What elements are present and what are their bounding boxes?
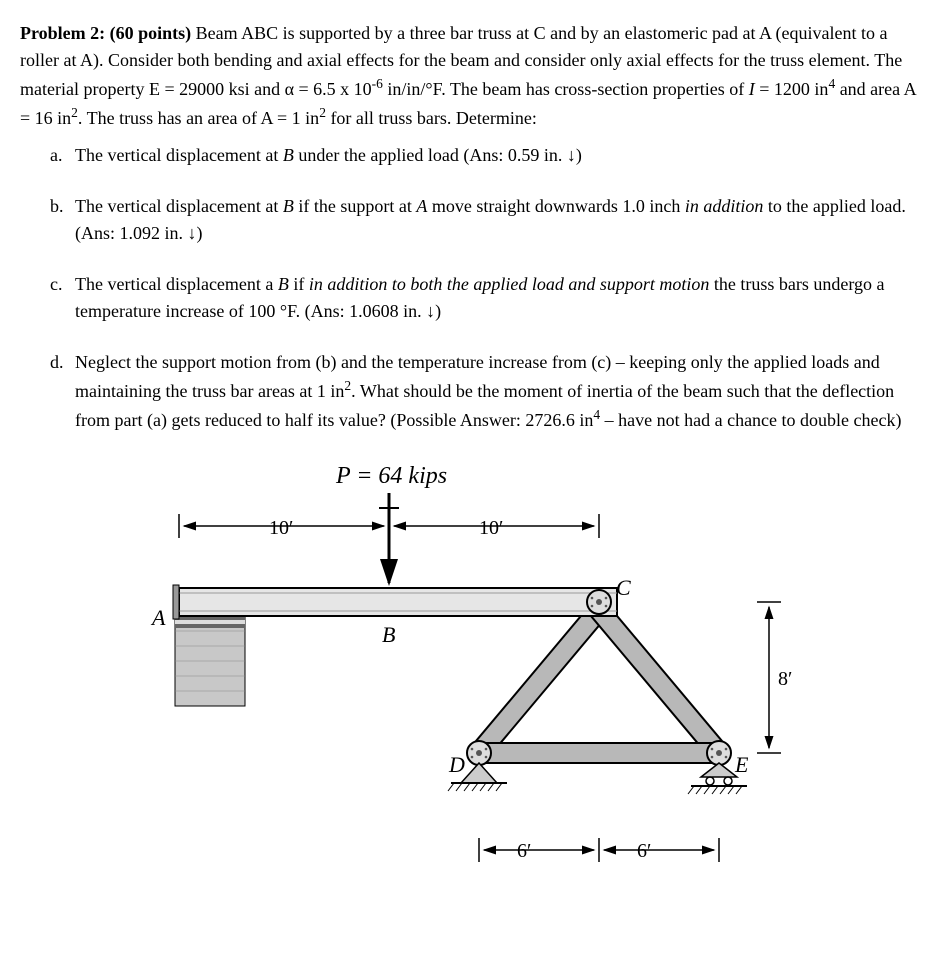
label-A: A: [152, 601, 165, 634]
intro-sup-4: 2: [319, 105, 326, 120]
intro-text-3: = 1200 in: [755, 79, 829, 99]
intro-sup-3: 2: [71, 105, 78, 120]
item-c: c. The vertical displacement a B if in a…: [50, 271, 928, 325]
item-b: b. The vertical displacement at B if the…: [50, 193, 928, 247]
item-c-t2: if: [289, 274, 309, 294]
dim-6-right: 6′: [637, 836, 651, 866]
item-c-b1: B: [278, 274, 289, 294]
intro-text-6: for all truss bars. Determine:: [326, 108, 537, 128]
item-d-letter: d.: [50, 349, 64, 376]
label-E: E: [735, 748, 748, 781]
item-b-b1: B: [283, 196, 294, 216]
problem-title: Problem 2: (60 points): [20, 23, 191, 43]
intro-text-2: in/in/°F. The beam has cross-section pro…: [383, 79, 749, 99]
item-c-letter: c.: [50, 271, 63, 298]
problem-header: Problem 2: (60 points) Beam ABC is suppo…: [20, 20, 928, 132]
item-b-t2: if the support at: [294, 196, 416, 216]
figure-svg: [134, 458, 814, 898]
item-a-t1: The vertical displacement at: [75, 145, 283, 165]
item-c-t1: The vertical displacement a: [75, 274, 278, 294]
intro-text-5: . The truss has an area of A = 1 in: [78, 108, 319, 128]
intro-sup-1: -6: [372, 76, 383, 91]
dim-10-right: 10′: [479, 513, 503, 543]
item-a-letter: a.: [50, 142, 63, 169]
item-a: a. The vertical displacement at B under …: [50, 142, 928, 169]
item-b-b2: A: [416, 196, 427, 216]
label-P: P = 64 kips: [336, 458, 447, 494]
item-a-b1: B: [283, 145, 294, 165]
dim-8: 8′: [778, 664, 792, 694]
item-d: d. Neglect the support motion from (b) a…: [50, 349, 928, 434]
item-a-t2: under the applied load (Ans: 0.59 in. ↓): [294, 145, 582, 165]
item-d-t3: – have not had a chance to double check): [600, 410, 901, 430]
figure-container: P = 64 kips 10′ 10′ 8′ 6′ 6′ A B C D E: [20, 458, 928, 898]
label-D: D: [449, 748, 465, 781]
label-C: C: [616, 571, 631, 604]
beam-truss-figure: P = 64 kips 10′ 10′ 8′ 6′ 6′ A B C D E: [134, 458, 814, 898]
item-b-letter: b.: [50, 193, 64, 220]
item-b-t3: move straight downwards 1.0 inch: [427, 196, 684, 216]
item-b-i1: in addition: [685, 196, 764, 216]
label-B: B: [382, 618, 395, 651]
question-list: a. The vertical displacement at B under …: [20, 142, 928, 434]
item-b-t1: The vertical displacement at: [75, 196, 283, 216]
dim-10-left: 10′: [269, 513, 293, 543]
dim-6-left: 6′: [517, 836, 531, 866]
item-c-i1: in addition to both the applied load and…: [309, 274, 710, 294]
